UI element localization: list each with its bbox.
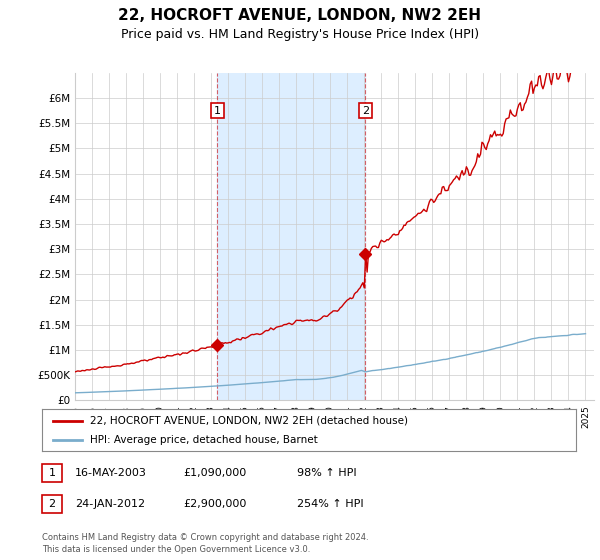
Text: £2,900,000: £2,900,000 [183, 499, 247, 509]
Text: 1: 1 [214, 106, 221, 115]
Text: HPI: Average price, detached house, Barnet: HPI: Average price, detached house, Barn… [90, 435, 318, 445]
Text: 254% ↑ HPI: 254% ↑ HPI [297, 499, 364, 509]
Text: 22, HOCROFT AVENUE, LONDON, NW2 2EH (detached house): 22, HOCROFT AVENUE, LONDON, NW2 2EH (det… [90, 416, 408, 426]
Text: Price paid vs. HM Land Registry's House Price Index (HPI): Price paid vs. HM Land Registry's House … [121, 28, 479, 41]
Text: 98% ↑ HPI: 98% ↑ HPI [297, 468, 356, 478]
Bar [217, 73, 365, 400]
Text: 16-MAY-2003: 16-MAY-2003 [75, 468, 147, 478]
Text: Contains HM Land Registry data © Crown copyright and database right 2024.: Contains HM Land Registry data © Crown c… [42, 533, 368, 542]
Text: 2: 2 [362, 106, 369, 115]
Text: 24-JAN-2012: 24-JAN-2012 [75, 499, 145, 509]
Text: £1,090,000: £1,090,000 [183, 468, 246, 478]
Text: 1: 1 [49, 468, 55, 478]
Text: 22, HOCROFT AVENUE, LONDON, NW2 2EH: 22, HOCROFT AVENUE, LONDON, NW2 2EH [119, 8, 482, 24]
Text: 2: 2 [49, 499, 55, 509]
Text: This data is licensed under the Open Government Licence v3.0.: This data is licensed under the Open Gov… [42, 545, 310, 554]
